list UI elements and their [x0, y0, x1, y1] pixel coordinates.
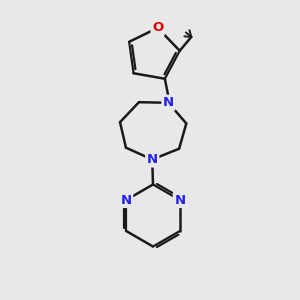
Text: N: N	[121, 194, 132, 206]
Text: N: N	[174, 194, 185, 206]
Text: N: N	[147, 153, 158, 166]
Text: O: O	[152, 21, 163, 34]
Text: N: N	[163, 96, 174, 109]
